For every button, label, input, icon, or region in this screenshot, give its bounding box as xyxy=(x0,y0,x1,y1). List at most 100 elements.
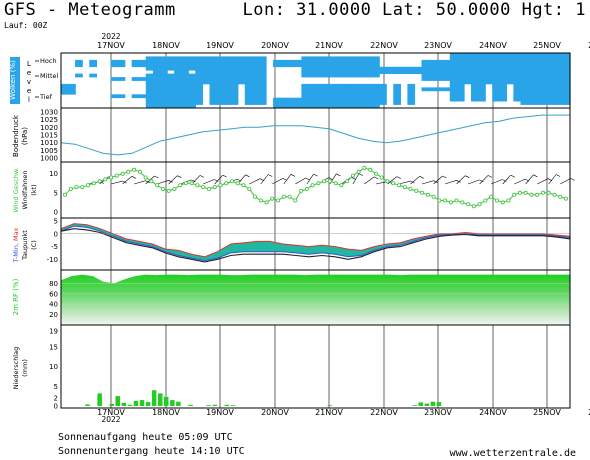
cloud-cell xyxy=(520,59,529,64)
cloud-cell xyxy=(350,87,359,92)
cloud-cell xyxy=(541,90,550,95)
cloud-cell xyxy=(471,77,479,81)
cloud-cell xyxy=(336,87,345,92)
cloud-cell xyxy=(280,104,288,109)
cloud-cell xyxy=(308,66,317,71)
cloud-cell xyxy=(68,90,76,95)
cloud-cell xyxy=(181,80,189,85)
cloud-cell xyxy=(308,63,317,68)
date-tick-label-top: 21NOV xyxy=(315,41,343,50)
cloud-cell xyxy=(513,83,522,88)
cloud-cell xyxy=(209,77,218,81)
cloud-cell xyxy=(167,87,175,92)
cloud-cell xyxy=(117,59,126,64)
cloud-cell xyxy=(343,94,352,99)
cloud-cell xyxy=(365,87,373,92)
wind-speed-point xyxy=(229,179,234,184)
wind-speed-point xyxy=(126,169,131,174)
cloud-cell xyxy=(329,73,338,78)
cloud-cell xyxy=(513,70,522,74)
cloud-cell xyxy=(152,77,161,81)
cloud-cell xyxy=(464,63,472,68)
cloud-cell xyxy=(456,94,465,99)
cloud-cell xyxy=(138,77,147,81)
cloud-cell xyxy=(343,59,352,64)
coordinates-readout: Lon: 31.0000 Lat: 50.0000 Hgt: 1 xyxy=(242,0,586,20)
cloud-cell xyxy=(548,97,557,102)
cloud-cell xyxy=(393,66,401,71)
precip-bar xyxy=(230,405,236,406)
cloud-cell xyxy=(294,101,302,105)
wind-speed-point xyxy=(293,198,298,203)
cloud-cell xyxy=(435,70,444,74)
cloud-cell xyxy=(237,56,246,61)
wind-barb-flag xyxy=(374,176,379,180)
cloud-cell xyxy=(372,87,380,92)
cloud-cell xyxy=(301,104,310,109)
cloud-cell xyxy=(251,73,260,78)
cloud-cell xyxy=(471,87,479,92)
temp-tick-label: -10 xyxy=(47,256,58,264)
cloud-cell xyxy=(478,73,486,78)
wind-speed-point xyxy=(327,179,332,184)
cloud-cell xyxy=(322,97,331,102)
cloud-cell xyxy=(138,59,147,64)
cloud-cell xyxy=(160,59,168,64)
cloud-cell xyxy=(350,56,359,61)
cloud-cell xyxy=(350,90,359,95)
cloud-cell xyxy=(195,90,203,95)
cloud-cell xyxy=(223,101,232,105)
cloud-cell xyxy=(273,101,281,105)
cloud-cell xyxy=(478,94,486,99)
cloud-cell xyxy=(485,80,493,85)
cloud-cell xyxy=(499,73,507,78)
cloud-cell xyxy=(336,83,345,88)
temp-tick-label: 5 xyxy=(54,218,58,226)
cloud-cell xyxy=(449,70,458,74)
wind-speed-point xyxy=(68,186,73,191)
cloud-cell xyxy=(520,94,529,99)
wind-speed-point xyxy=(206,186,211,191)
cloud-cell xyxy=(89,59,97,64)
cloud-cell xyxy=(520,70,529,74)
cloud-cell xyxy=(499,53,507,57)
cloud-cell xyxy=(513,97,522,102)
wind-speed-point xyxy=(373,171,378,176)
cloud-cell xyxy=(181,63,189,68)
cloud-cell xyxy=(152,59,161,64)
wind-barb xyxy=(168,175,178,185)
cloud-cell xyxy=(145,87,154,92)
cloud-cell xyxy=(541,94,550,99)
cloud-cell xyxy=(209,101,218,105)
cloud-cell xyxy=(152,80,161,85)
cloud-cell xyxy=(202,63,211,68)
cloud-cell xyxy=(541,53,550,57)
cloud-cell xyxy=(251,56,260,61)
wind-speed-point xyxy=(368,167,373,172)
cloud-cell xyxy=(230,77,239,81)
cloud-cell xyxy=(456,59,465,64)
wind-speed-point xyxy=(477,202,482,207)
cloud-cell xyxy=(520,80,529,85)
wind-barb xyxy=(421,180,434,185)
cloud-cell xyxy=(301,101,310,105)
date-tick-label-top: 22NOV xyxy=(370,41,398,50)
grid-layer xyxy=(110,53,548,408)
cloud-cell xyxy=(357,66,366,71)
cloud-cell xyxy=(329,97,338,102)
precip-bar xyxy=(121,402,127,406)
pressure-tick-label: 1000 xyxy=(40,155,58,163)
cloud-cell xyxy=(160,73,168,78)
wind-speed-point xyxy=(201,185,206,190)
cloud-cell xyxy=(195,83,203,88)
cloud-cell xyxy=(492,80,500,85)
wind-barb-flag xyxy=(282,178,288,181)
cloud-cell xyxy=(548,63,557,68)
cloud-cell xyxy=(421,73,430,78)
cloud-cell xyxy=(145,94,154,99)
cloud-cell xyxy=(167,104,175,109)
wind-barb xyxy=(111,180,123,185)
cloud-cell xyxy=(548,83,557,88)
cloud-cell xyxy=(350,83,359,88)
cloud-cell xyxy=(534,101,543,105)
